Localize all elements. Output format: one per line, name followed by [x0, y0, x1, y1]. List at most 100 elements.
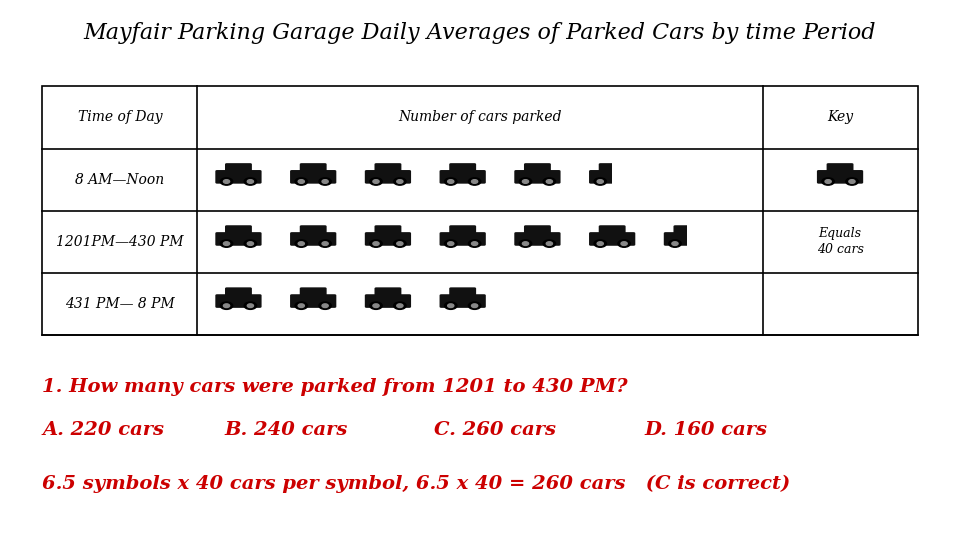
FancyBboxPatch shape — [599, 225, 626, 235]
FancyBboxPatch shape — [290, 170, 336, 184]
FancyBboxPatch shape — [225, 287, 252, 298]
FancyBboxPatch shape — [674, 225, 701, 235]
Circle shape — [621, 242, 627, 246]
FancyBboxPatch shape — [524, 163, 551, 173]
Circle shape — [543, 178, 556, 185]
FancyBboxPatch shape — [524, 225, 551, 235]
Circle shape — [669, 240, 682, 247]
FancyBboxPatch shape — [300, 287, 326, 298]
Circle shape — [372, 180, 379, 184]
FancyBboxPatch shape — [225, 163, 252, 173]
Circle shape — [394, 178, 406, 185]
Circle shape — [543, 240, 556, 247]
Circle shape — [822, 178, 834, 185]
Circle shape — [471, 180, 478, 184]
FancyBboxPatch shape — [440, 294, 486, 308]
Circle shape — [447, 180, 454, 184]
Text: 1201PM—430 PM: 1201PM—430 PM — [56, 235, 183, 248]
FancyBboxPatch shape — [365, 232, 411, 246]
FancyBboxPatch shape — [365, 294, 411, 308]
Circle shape — [825, 180, 831, 184]
Text: Mayfair Parking Garage Daily Averages of Parked Cars by time Period: Mayfair Parking Garage Daily Averages of… — [84, 22, 876, 44]
FancyBboxPatch shape — [449, 287, 476, 298]
FancyBboxPatch shape — [215, 294, 261, 308]
Circle shape — [244, 178, 256, 185]
Circle shape — [224, 304, 229, 308]
Circle shape — [295, 302, 307, 309]
Circle shape — [594, 178, 607, 185]
FancyBboxPatch shape — [817, 170, 863, 184]
Circle shape — [519, 178, 532, 185]
Circle shape — [468, 178, 481, 185]
Circle shape — [447, 242, 454, 246]
Text: 6.5 symbols x 40 cars per symbol, 6.5 x 40 = 260 cars   (C is correct): 6.5 symbols x 40 cars per symbol, 6.5 x … — [42, 475, 791, 494]
FancyBboxPatch shape — [687, 222, 730, 251]
FancyBboxPatch shape — [599, 163, 626, 173]
Circle shape — [322, 304, 328, 308]
Circle shape — [444, 178, 457, 185]
Circle shape — [295, 240, 307, 247]
Circle shape — [396, 242, 403, 246]
Circle shape — [546, 242, 552, 246]
Circle shape — [319, 302, 331, 309]
Circle shape — [221, 302, 232, 309]
FancyBboxPatch shape — [440, 232, 486, 246]
Text: 431 PM— 8 PM: 431 PM— 8 PM — [65, 297, 175, 310]
Circle shape — [299, 242, 304, 246]
Circle shape — [372, 242, 379, 246]
Circle shape — [519, 240, 532, 247]
Circle shape — [224, 242, 229, 246]
Circle shape — [849, 180, 855, 184]
Circle shape — [319, 240, 331, 247]
FancyBboxPatch shape — [374, 287, 401, 298]
Text: Equals
40 cars: Equals 40 cars — [817, 227, 863, 256]
FancyBboxPatch shape — [515, 232, 561, 246]
FancyBboxPatch shape — [589, 170, 636, 184]
Circle shape — [248, 304, 253, 308]
FancyBboxPatch shape — [515, 170, 561, 184]
Circle shape — [522, 180, 529, 184]
Circle shape — [295, 178, 307, 185]
Circle shape — [221, 240, 232, 247]
Text: D. 160 cars: D. 160 cars — [644, 421, 767, 439]
Circle shape — [468, 240, 481, 247]
Circle shape — [468, 302, 481, 309]
Circle shape — [618, 240, 631, 247]
Circle shape — [672, 242, 678, 246]
Circle shape — [597, 242, 603, 246]
Text: B. 240 cars: B. 240 cars — [225, 421, 348, 439]
Circle shape — [244, 302, 256, 309]
Circle shape — [322, 242, 328, 246]
Circle shape — [370, 302, 382, 309]
Circle shape — [444, 302, 457, 309]
FancyBboxPatch shape — [827, 163, 853, 173]
Circle shape — [846, 178, 858, 185]
Circle shape — [244, 240, 256, 247]
FancyBboxPatch shape — [290, 232, 336, 246]
FancyBboxPatch shape — [663, 232, 710, 246]
FancyBboxPatch shape — [215, 170, 261, 184]
Text: C. 260 cars: C. 260 cars — [435, 421, 557, 439]
Circle shape — [370, 240, 382, 247]
FancyBboxPatch shape — [449, 225, 476, 235]
Circle shape — [447, 304, 454, 308]
FancyBboxPatch shape — [290, 294, 336, 308]
Circle shape — [396, 180, 403, 184]
Circle shape — [396, 304, 403, 308]
Circle shape — [299, 304, 304, 308]
Circle shape — [522, 242, 529, 246]
Circle shape — [299, 180, 304, 184]
Circle shape — [394, 240, 406, 247]
FancyBboxPatch shape — [440, 170, 486, 184]
FancyBboxPatch shape — [300, 225, 326, 235]
Circle shape — [319, 178, 331, 185]
Circle shape — [370, 178, 382, 185]
Circle shape — [322, 180, 328, 184]
Circle shape — [471, 304, 478, 308]
Text: Number of cars parked: Number of cars parked — [398, 111, 562, 124]
FancyBboxPatch shape — [300, 163, 326, 173]
FancyBboxPatch shape — [449, 163, 476, 173]
Circle shape — [394, 302, 406, 309]
Text: Time of Day: Time of Day — [78, 111, 162, 124]
Text: A. 220 cars: A. 220 cars — [42, 421, 164, 439]
